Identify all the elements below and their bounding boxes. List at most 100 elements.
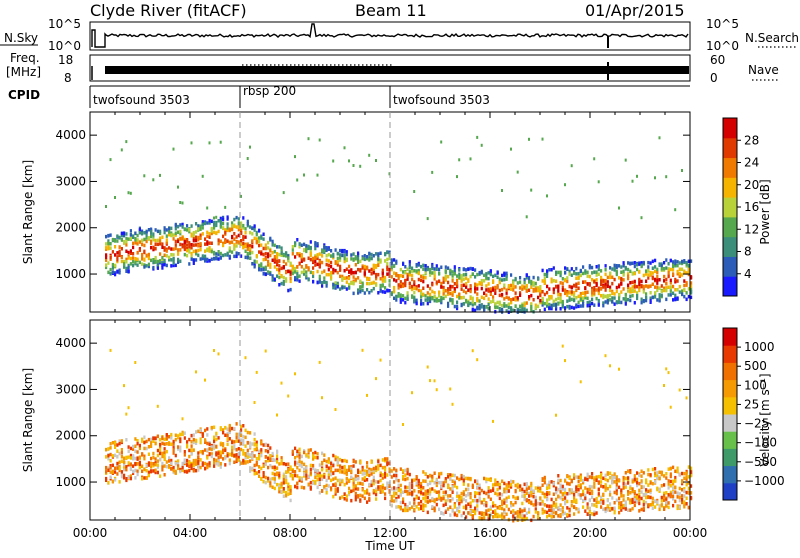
range-cell <box>276 450 278 454</box>
range-cell <box>375 252 377 256</box>
range-cell <box>173 148 175 151</box>
range-cell <box>305 466 307 470</box>
range-cell <box>182 202 184 205</box>
range-cell <box>686 291 688 295</box>
range-cell <box>332 286 334 290</box>
range-cell <box>562 304 564 308</box>
range-cell <box>515 511 517 515</box>
range-cell <box>386 473 388 477</box>
range-cell <box>420 265 422 269</box>
range-cell <box>173 233 175 237</box>
range-cell <box>256 371 258 374</box>
range-cell <box>425 472 427 476</box>
range-cell <box>440 141 442 144</box>
range-cell <box>584 269 586 273</box>
range-cell <box>600 282 602 286</box>
range-cell <box>422 486 424 490</box>
range-cell <box>638 270 640 274</box>
range-cell <box>566 268 568 272</box>
range-cell <box>258 250 260 254</box>
colorbar-tick-label: 16 <box>744 200 759 214</box>
range-cell <box>683 472 685 476</box>
range-cell <box>157 243 159 247</box>
range-cell <box>474 283 476 287</box>
range-cell <box>143 436 145 440</box>
range-cell <box>130 462 132 466</box>
range-cell <box>620 271 622 275</box>
range-cell <box>141 453 143 457</box>
range-cell <box>555 491 557 495</box>
range-cell <box>328 268 330 272</box>
range-cell <box>625 159 627 162</box>
range-cell <box>573 473 575 477</box>
range-cell <box>452 491 454 495</box>
range-cell <box>146 240 148 244</box>
range-cell <box>148 471 150 475</box>
range-cell <box>344 286 346 290</box>
range-cell <box>499 307 501 311</box>
range-cell <box>555 487 557 491</box>
range-cell <box>506 275 508 279</box>
range-cell <box>546 504 548 508</box>
nsearch-tick-low: 10^0 <box>706 39 739 53</box>
range-cell <box>137 234 139 238</box>
range-cell <box>623 498 625 502</box>
range-cell <box>368 282 370 286</box>
range-cell <box>418 486 420 490</box>
range-cell <box>654 480 656 484</box>
range-cell <box>677 491 679 495</box>
range-cell <box>328 473 330 477</box>
range-cell <box>326 479 328 483</box>
range-cell <box>375 466 377 470</box>
range-cell <box>227 252 229 256</box>
range-cell <box>353 292 355 296</box>
range-cell <box>555 305 557 309</box>
range-cell <box>614 507 616 511</box>
range-cell <box>110 272 112 276</box>
range-cell <box>305 270 307 274</box>
range-cell <box>193 448 195 452</box>
range-cell <box>105 235 107 239</box>
range-cell <box>580 483 582 487</box>
range-cell <box>422 280 424 284</box>
range-cell <box>476 499 478 503</box>
range-cell <box>479 516 481 520</box>
range-cell <box>175 232 177 236</box>
range-cell <box>413 300 415 304</box>
range-cell <box>557 297 559 301</box>
range-cell <box>299 448 301 452</box>
range-cell <box>490 505 492 509</box>
range-cell <box>440 296 442 300</box>
range-cell <box>616 290 618 294</box>
range-cell <box>290 468 292 472</box>
colorbar-swatch <box>723 256 737 276</box>
range-cell <box>546 269 548 273</box>
range-cell <box>546 493 548 497</box>
range-cell <box>654 505 656 509</box>
range-cell <box>476 508 478 512</box>
range-cell <box>184 253 186 257</box>
range-cell <box>166 433 168 437</box>
range-cell <box>528 295 530 299</box>
range-cell <box>231 449 233 453</box>
range-cell <box>508 297 510 301</box>
range-cell <box>510 298 512 302</box>
range-cell <box>319 474 321 478</box>
range-cell <box>267 263 269 267</box>
range-cell <box>645 481 647 485</box>
range-cell <box>598 292 600 296</box>
range-cell <box>195 439 197 443</box>
range-cell <box>530 502 532 506</box>
range-cell <box>530 494 532 498</box>
range-cell <box>164 464 166 468</box>
range-cell <box>164 447 166 451</box>
range-cell <box>346 477 348 481</box>
range-cell <box>105 253 107 256</box>
range-cell <box>524 303 526 307</box>
range-cell <box>326 284 328 288</box>
range-cell <box>386 463 388 467</box>
range-cell <box>254 228 256 232</box>
range-cell <box>380 277 382 281</box>
range-cell <box>548 514 550 518</box>
range-cell <box>128 406 130 409</box>
